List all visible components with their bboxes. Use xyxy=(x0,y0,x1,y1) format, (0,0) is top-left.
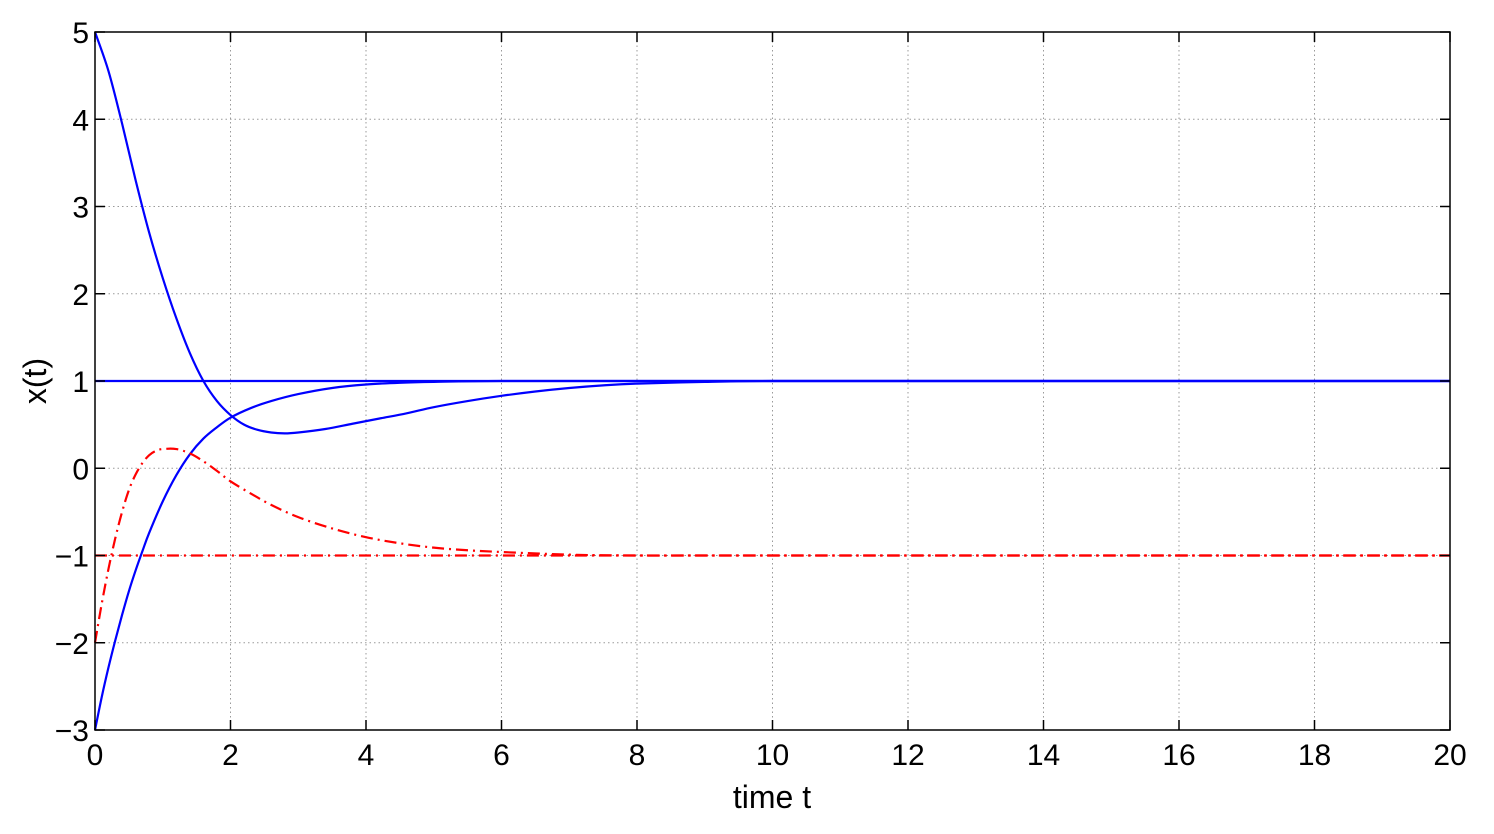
tick-marks xyxy=(94,31,1451,731)
x-tick-label: 12 xyxy=(891,739,924,772)
x-tick-label: 10 xyxy=(756,739,789,772)
y-axis-label: x(t) xyxy=(17,358,53,404)
x-tick-label: 6 xyxy=(493,739,510,772)
y-tick-label: −2 xyxy=(55,628,89,661)
y-tick-label: −1 xyxy=(55,541,89,574)
x-tick-label: 0 xyxy=(87,739,104,772)
y-tick-label: 1 xyxy=(72,366,89,399)
x-tick-label: 4 xyxy=(358,739,375,772)
y-tick-label: 0 xyxy=(72,453,89,486)
y-tick-label: −3 xyxy=(55,715,89,748)
y-tick-label: 2 xyxy=(72,279,89,312)
y-tick-label: 3 xyxy=(72,192,89,225)
x-tick-label: 2 xyxy=(222,739,239,772)
x-tick-label: 16 xyxy=(1162,739,1195,772)
y-tick-label: 4 xyxy=(72,104,89,137)
series-layer xyxy=(93,31,1450,731)
x-tick-label: 20 xyxy=(1433,739,1466,772)
y-tick-labels: −3 −2 −1 0 1 2 3 4 5 xyxy=(55,17,89,748)
y-tick-label: 5 xyxy=(72,17,89,50)
x-tick-label: 14 xyxy=(1027,739,1060,772)
x-tick-labels: 0 2 4 6 8 10 12 14 16 18 20 xyxy=(87,739,1467,772)
x-axis-label: time t xyxy=(733,779,811,815)
x-tick-label: 18 xyxy=(1298,739,1331,772)
x-tick-label: 8 xyxy=(629,739,646,772)
